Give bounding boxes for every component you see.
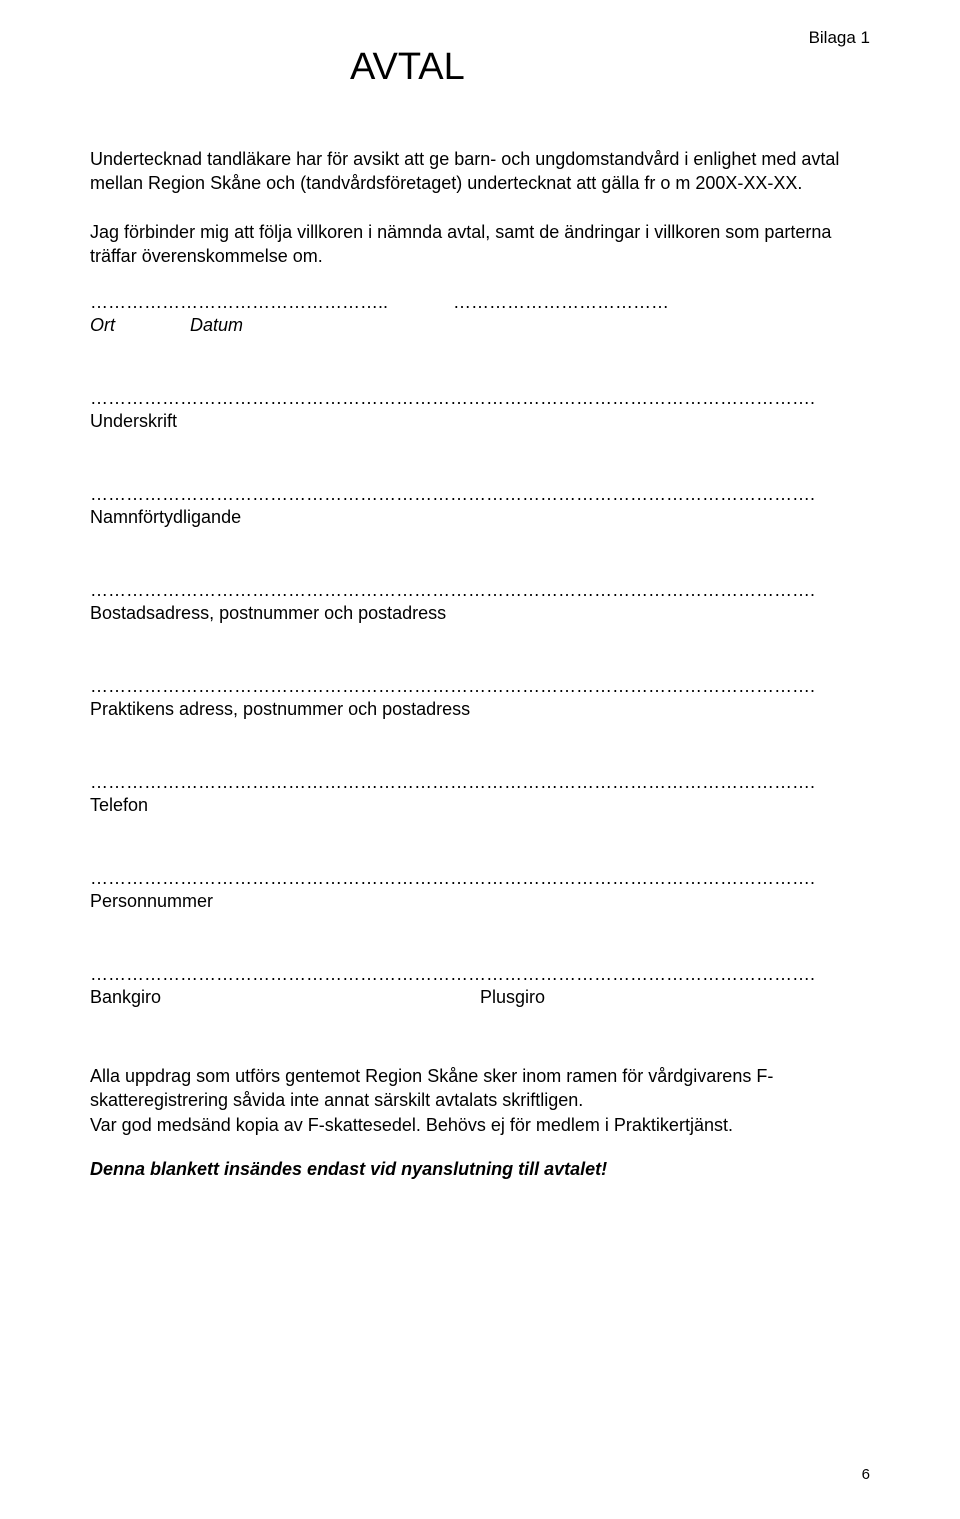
footer-paragraph-2: Var god medsänd kopia av F-skattesedel. … [90,1113,870,1137]
datum-dotted-line [453,292,669,312]
intro-paragraph-2: Jag förbinder mig att följa villkoren i … [90,220,870,269]
dotted-line [90,676,870,697]
dotted-line [90,580,870,601]
footer-text: Alla uppdrag som utförs gentemot Region … [90,1064,870,1137]
field-underskrift: Underskrift [90,388,870,432]
footer-bold-note: Denna blankett insändes endast vid nyans… [90,1159,870,1180]
personnummer-label: Personnummer [90,891,870,912]
intro-paragraph-1: Undertecknad tandläkare har för avsikt a… [90,147,870,196]
ort-label: Ort [90,315,115,336]
ort-dotted-line [90,292,388,312]
footer-paragraph-1: Alla uppdrag som utförs gentemot Region … [90,1064,870,1113]
namnfortydligande-label: Namnförtydligande [90,507,870,528]
dotted-line [90,868,870,889]
field-namnfortydligande: Namnförtydligande [90,484,870,528]
dotted-line [90,388,870,409]
praktikens-adress-label: Praktikens adress, postnummer och postad… [90,699,870,720]
intro-block: Undertecknad tandläkare har för avsikt a… [90,147,870,268]
datum-label: Datum [190,315,243,336]
bankgiro-label: Bankgiro [90,987,480,1008]
underskrift-label: Underskrift [90,411,870,432]
field-telefon: Telefon [90,772,870,816]
dotted-line [90,964,870,985]
page-title: AVTAL [350,46,870,89]
field-giro: Bankgiro Plusgiro [90,964,870,1008]
field-bostadsadress: Bostadsadress, postnummer och postadress [90,580,870,624]
bostadsadress-label: Bostadsadress, postnummer och postadress [90,603,870,624]
attachment-label: Bilaga 1 [809,28,870,48]
field-personnummer: Personnummer [90,868,870,912]
ort-datum-labels: Ort Datum [90,315,870,336]
plusgiro-label: Plusgiro [480,987,870,1008]
field-praktikens-adress: Praktikens adress, postnummer och postad… [90,676,870,720]
page-number: 6 [862,1466,870,1483]
dotted-line [90,484,870,505]
ort-datum-dots [90,292,870,313]
dotted-line [90,772,870,793]
page: Bilaga 1 AVTAL Undertecknad tandläkare h… [0,0,960,1519]
telefon-label: Telefon [90,795,870,816]
